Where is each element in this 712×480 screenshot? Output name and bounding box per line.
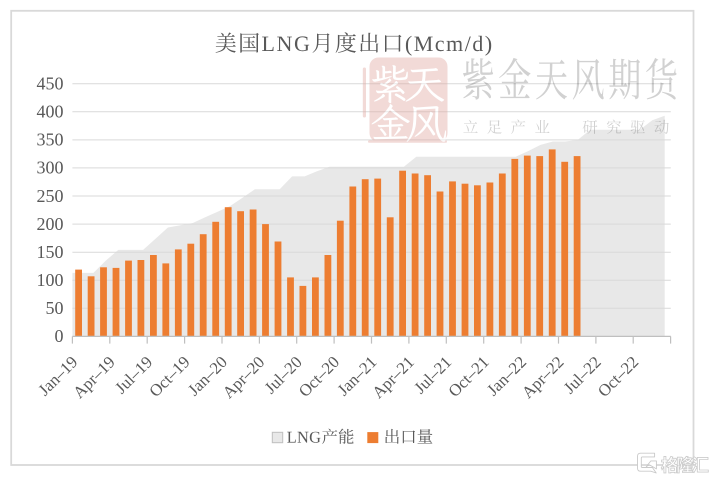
svg-text:350: 350 xyxy=(37,130,64,150)
svg-text:200: 200 xyxy=(37,214,64,234)
svg-text:400: 400 xyxy=(37,102,64,122)
svg-text:100: 100 xyxy=(37,270,64,290)
svg-text:450: 450 xyxy=(37,74,64,94)
svg-text:0: 0 xyxy=(55,326,64,346)
svg-text:250: 250 xyxy=(37,186,64,206)
svg-text:50: 50 xyxy=(46,298,64,318)
svg-text:150: 150 xyxy=(37,242,64,262)
svg-text:300: 300 xyxy=(37,158,64,178)
